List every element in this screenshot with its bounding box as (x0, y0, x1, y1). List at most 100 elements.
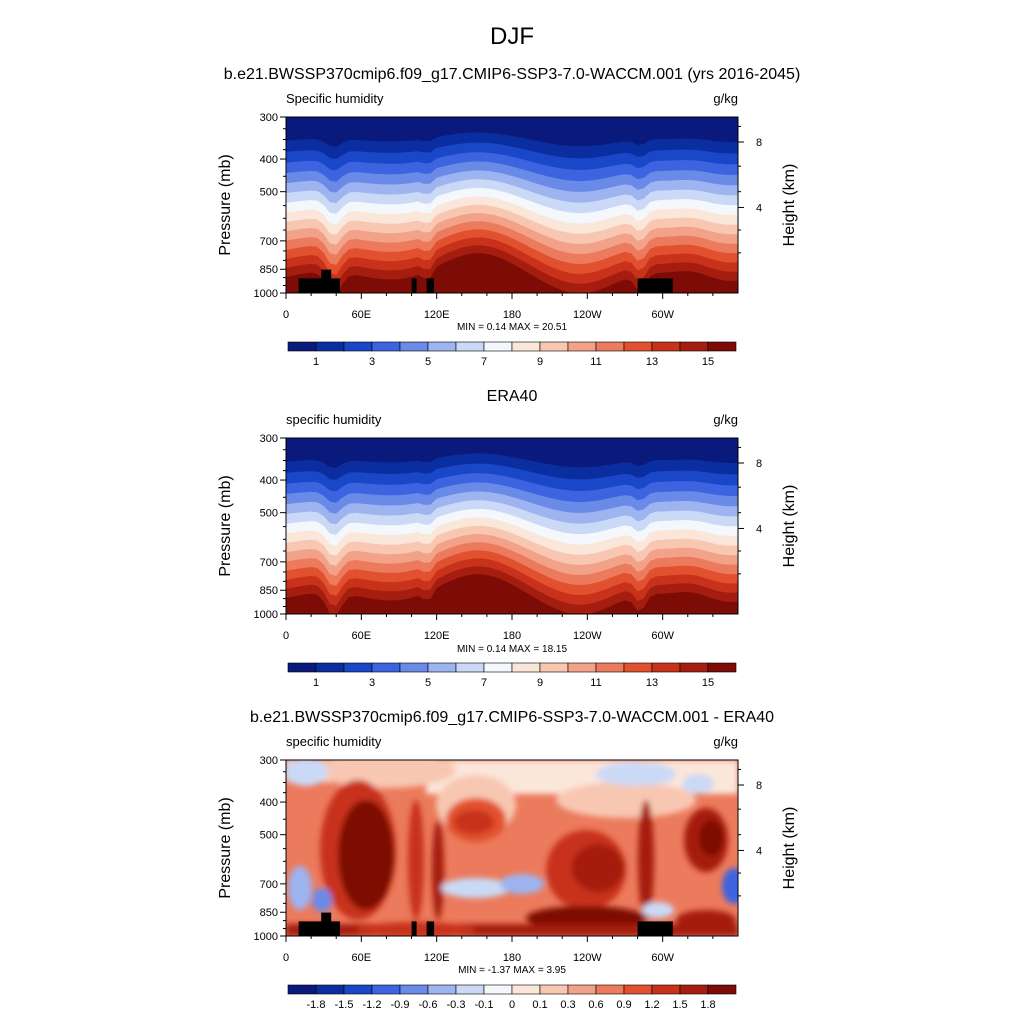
colorbar-label: 0.1 (532, 999, 547, 1011)
colorbar-swatch (455, 662, 485, 673)
colorbar-swatch (567, 984, 597, 995)
colorbar-swatch (371, 662, 401, 673)
colorbar-swatch (287, 341, 317, 352)
y-tick-label: 400 (260, 797, 278, 809)
colorbar-label: -0.3 (447, 999, 466, 1011)
y-tick-label: 1000 (254, 609, 278, 621)
colorbar-swatch (707, 662, 737, 673)
colorbar-swatch (679, 662, 709, 673)
colorbar-swatch (567, 662, 597, 673)
right-tick-label: 4 (756, 845, 762, 857)
colorbar-swatch (707, 341, 737, 352)
y-tick-label: 500 (260, 508, 278, 520)
colorbar-label: -0.6 (419, 999, 438, 1011)
colorbar-swatch (511, 984, 541, 995)
panel-1-units-label: g/kg (713, 91, 738, 106)
y-tick-label: 1000 (254, 288, 278, 300)
colorbar-swatch (315, 662, 345, 673)
colorbar-swatch (595, 341, 625, 352)
colorbar-swatch (651, 341, 681, 352)
colorbar-label: -1.5 (335, 999, 354, 1011)
colorbar-label: 15 (702, 677, 714, 689)
colorbar-swatch (343, 341, 373, 352)
panel-3-units-label: g/kg (713, 734, 738, 749)
panel-2-plot (285, 437, 739, 615)
y-axis-right-label: Height (km) (781, 164, 798, 247)
panel-1: b.e21.BWSSP370cmip6.f09_g17.CMIP6-SSP3-7… (224, 66, 801, 368)
right-tick-label: 8 (756, 780, 762, 792)
y-tick-label: 700 (260, 879, 278, 891)
colorbar-label: 1.8 (700, 999, 715, 1011)
colorbar-label: 5 (425, 677, 431, 689)
colorbar-label: 11 (590, 677, 601, 689)
colorbar-label: 0.6 (588, 999, 603, 1011)
colorbar-swatch (455, 341, 485, 352)
figure-title: DJF (490, 23, 534, 50)
panel-2-minmax: MIN = 0.14 MAX = 18.15 (457, 644, 567, 655)
colorbar-swatch (343, 984, 373, 995)
y-tick-label: 500 (260, 830, 278, 842)
colorbar-label: 7 (481, 356, 487, 368)
x-tick-label: 60E (352, 952, 372, 964)
y-tick-label: 300 (260, 433, 278, 445)
colorbar-label: -1.8 (307, 999, 326, 1011)
colorbar-swatch (455, 984, 485, 995)
right-tick-label: 8 (756, 137, 762, 149)
y-tick-label: 850 (260, 264, 278, 276)
y-tick-label: 300 (260, 112, 278, 124)
colorbar-swatch (427, 662, 457, 673)
colorbar-label: -0.9 (391, 999, 410, 1011)
colorbar-swatch (483, 341, 513, 352)
right-tick-label: 8 (756, 458, 762, 470)
colorbar-swatch (567, 341, 597, 352)
panel-1-field (286, 117, 738, 293)
y-tick-label: 300 (260, 755, 278, 767)
panel-3-field (286, 760, 738, 936)
x-tick-label: 60W (651, 630, 674, 642)
panel-3-plot (285, 759, 739, 937)
x-tick-label: 120W (573, 952, 602, 964)
colorbar-label: 5 (425, 356, 431, 368)
panel-3-variable-label: specific humidity (286, 734, 382, 749)
y-axis-right-label: Height (km) (781, 485, 798, 568)
y-tick-label: 700 (260, 557, 278, 569)
colorbar-swatch (399, 984, 429, 995)
y-tick-label: 1000 (254, 931, 278, 943)
y-tick-label: 850 (260, 907, 278, 919)
panel-3-minmax: MIN = -1.37 MAX = 3.95 (458, 965, 566, 976)
colorbar-swatch (371, 984, 401, 995)
colorbar-swatch (427, 341, 457, 352)
colorbar-swatch (399, 662, 429, 673)
x-tick-label: 120E (424, 952, 450, 964)
x-tick-label: 120W (573, 630, 602, 642)
colorbar-swatch (679, 984, 709, 995)
colorbar-swatch (539, 662, 569, 673)
x-tick-label: 60E (352, 630, 372, 642)
colorbar-swatch (371, 341, 401, 352)
panel-3: b.e21.BWSSP370cmip6.f09_g17.CMIP6-SSP3-7… (250, 709, 774, 1011)
panel-2-axes: 300 400 500 700 850 1000 0 60E 120E 180 120W 60W 8 4 P… (217, 433, 798, 642)
panel-1-minmax: MIN = 0.14 MAX = 20.51 (457, 322, 567, 333)
colorbar-swatch (623, 984, 653, 995)
colorbar-swatch (343, 662, 373, 673)
colorbar-label: 1.5 (672, 999, 687, 1011)
panel-1-title: b.e21.BWSSP370cmip6.f09_g17.CMIP6-SSP3-7… (224, 66, 801, 83)
colorbar-label: 11 (590, 356, 601, 368)
right-tick-label: 4 (756, 202, 762, 214)
panel-2-field (286, 438, 738, 614)
x-tick-label: 60W (651, 309, 674, 321)
colorbar-swatch (539, 984, 569, 995)
y-tick-label: 850 (260, 585, 278, 597)
x-tick-label: 120E (424, 309, 450, 321)
panel-3-title: b.e21.BWSSP370cmip6.f09_g17.CMIP6-SSP3-7… (250, 709, 774, 726)
colorbar-label: 0.9 (616, 999, 631, 1011)
colorbar-label: 1 (313, 356, 319, 368)
panel-1-plot (285, 116, 739, 294)
x-tick-label: 180 (503, 309, 521, 321)
colorbar-label: 0 (509, 999, 515, 1011)
colorbar-swatch (511, 341, 541, 352)
colorbar-label: 13 (646, 677, 658, 689)
x-tick-label: 120W (573, 309, 602, 321)
